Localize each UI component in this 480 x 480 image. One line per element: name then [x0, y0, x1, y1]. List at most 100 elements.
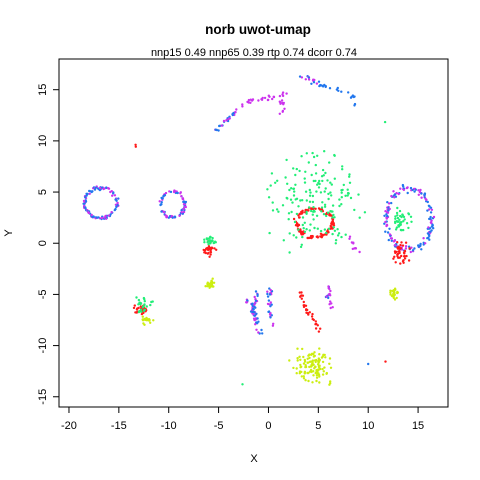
data-point: [310, 315, 314, 318]
data-point: [396, 241, 399, 244]
data-point: [430, 208, 434, 211]
y-tick-label: -5: [37, 290, 49, 300]
data-point: [311, 317, 314, 321]
data-point: [299, 295, 302, 298]
data-point: [350, 95, 353, 99]
data-point: [254, 323, 257, 326]
chart-subtitle: nnp15 0.49 nnp65 0.39 rtp 0.74 dcorr 0.7…: [151, 47, 357, 59]
data-point: [300, 291, 303, 294]
data-point: [329, 210, 332, 213]
x-axis-label: X: [250, 453, 258, 465]
data-point: [249, 98, 252, 101]
data-point: [256, 317, 259, 320]
data-point: [318, 179, 321, 183]
data-point: [383, 214, 386, 217]
data-point: [299, 358, 302, 361]
x-tick-label: 10: [362, 420, 374, 432]
data-point: [327, 192, 330, 196]
data-point: [426, 200, 429, 204]
data-point: [268, 231, 271, 235]
data-point: [292, 234, 295, 237]
data-point: [298, 213, 301, 216]
data-point: [341, 165, 344, 168]
data-point: [340, 203, 343, 206]
data-point: [269, 184, 272, 187]
data-point: [367, 362, 370, 366]
data-point: [288, 359, 291, 362]
data-point: [426, 209, 429, 212]
data-point: [208, 255, 211, 258]
data-point: [211, 236, 214, 240]
data-point: [325, 231, 328, 235]
data-point: [309, 191, 312, 194]
data-point: [253, 314, 256, 317]
data-point: [286, 182, 289, 185]
data-point: [426, 232, 430, 235]
data-point: [308, 229, 311, 232]
data-point: [358, 216, 361, 219]
data-point: [392, 292, 395, 296]
data-point: [314, 327, 318, 330]
data-point: [308, 200, 312, 203]
data-point: [419, 242, 422, 246]
data-point: [132, 306, 136, 310]
data-point: [383, 222, 386, 225]
data-point: [85, 194, 88, 197]
data-point: [420, 196, 423, 199]
data-point: [342, 183, 345, 187]
data-point: [90, 213, 93, 217]
data-point: [404, 241, 408, 244]
data-point: [222, 119, 226, 123]
data-point: [312, 155, 316, 159]
data-point: [404, 247, 408, 250]
data-point: [267, 196, 271, 199]
data-point: [272, 322, 275, 325]
data-point: [215, 248, 218, 251]
data-point: [325, 371, 328, 375]
data-point: [150, 300, 153, 304]
data-point: [319, 232, 323, 235]
data-point: [405, 222, 409, 225]
data-point: [116, 204, 119, 207]
data-point: [267, 299, 271, 302]
data-point: [314, 207, 317, 210]
data-point: [336, 86, 339, 90]
data-point: [266, 292, 269, 296]
data-point: [178, 214, 181, 217]
data-point: [269, 316, 272, 319]
data-point: [164, 214, 167, 217]
data-point: [340, 196, 343, 199]
data-point: [394, 261, 397, 264]
data-point: [310, 370, 313, 374]
data-point: [255, 312, 258, 315]
data-point: [328, 287, 331, 291]
data-point: [419, 188, 422, 192]
data-point: [337, 232, 341, 235]
data-point: [249, 310, 253, 313]
data-point: [395, 296, 398, 300]
data-point: [316, 235, 319, 238]
data-point: [288, 188, 291, 192]
data-point: [295, 167, 298, 171]
data-point: [182, 208, 185, 211]
data-point: [406, 186, 409, 189]
y-tick-label: 0: [37, 240, 49, 246]
data-point: [398, 247, 401, 250]
data-point: [332, 213, 335, 217]
data-point: [292, 167, 295, 170]
data-point: [336, 234, 340, 237]
data-point: [268, 303, 271, 306]
data-point: [429, 211, 433, 214]
data-point: [295, 197, 299, 200]
data-point: [295, 236, 298, 239]
data-point: [402, 261, 405, 264]
data-point: [331, 216, 334, 219]
data-point: [320, 206, 324, 209]
data-point: [392, 190, 395, 193]
data-point: [138, 310, 141, 313]
data-point: [268, 293, 272, 296]
data-point: [106, 187, 110, 190]
data-point: [274, 181, 277, 184]
data-point: [402, 220, 405, 223]
data-point: [143, 300, 146, 303]
